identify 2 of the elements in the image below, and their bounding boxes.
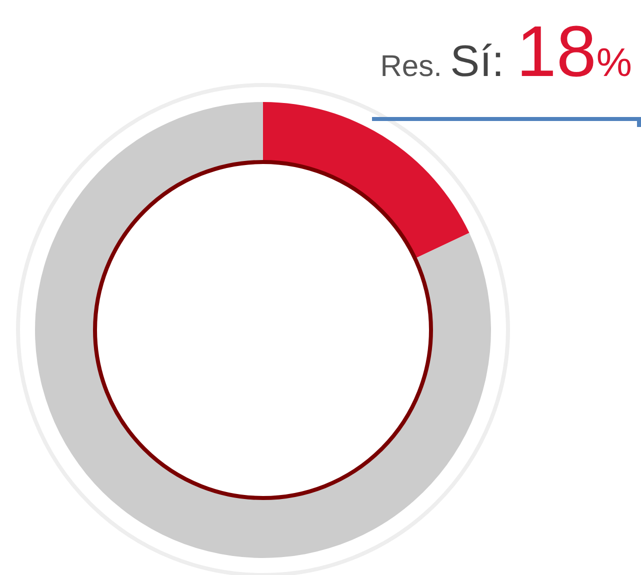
- donut-slice: [263, 102, 470, 258]
- data-label: Res. Sí: 18%: [380, 12, 632, 92]
